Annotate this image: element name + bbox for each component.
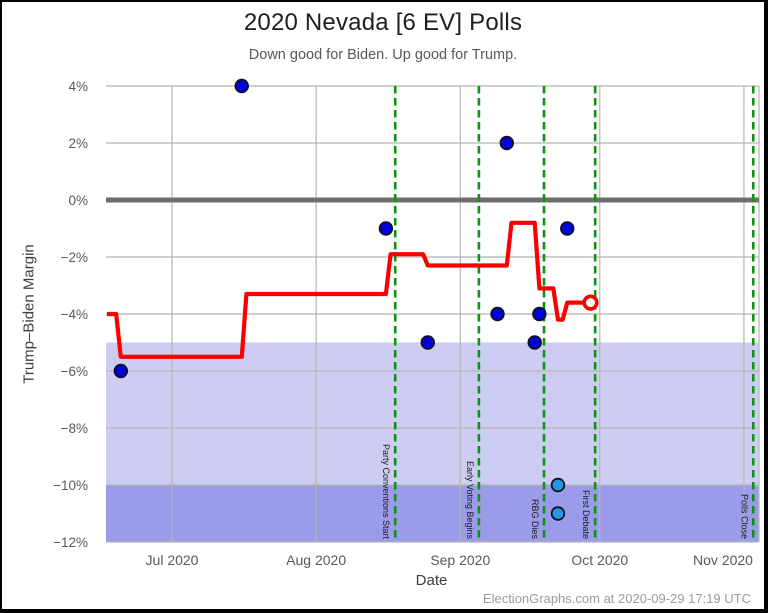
chart-subtitle: Down good for Biden. Up good for Trump. <box>248 47 518 63</box>
poll-dot <box>527 335 542 350</box>
event-label-first-debate: First Debate <box>581 490 591 539</box>
y-tick-label: 2% <box>68 136 88 151</box>
x-tick-label: Oct 2020 <box>571 552 628 568</box>
event-label-rbg-dies: RBG Dies <box>530 499 540 540</box>
poll-dot <box>234 78 249 94</box>
poll-dot <box>532 306 547 322</box>
margin-band <box>106 485 759 542</box>
event-label-polls-close: Polls Close <box>739 494 749 539</box>
y-tick-label: −12% <box>53 535 88 550</box>
y-tick-label: −6% <box>61 364 88 379</box>
poll-dot <box>113 363 129 379</box>
y-tick-label: −2% <box>61 250 88 265</box>
x-tick-label: Sep 2020 <box>430 552 490 568</box>
y-tick-label: −10% <box>53 478 88 493</box>
poll-dot <box>420 335 435 350</box>
y-tick-label: 4% <box>68 79 88 94</box>
y-tick-label: 0% <box>68 193 88 208</box>
x-tick-label: Jul 2020 <box>146 552 199 568</box>
x-tick-label: Aug 2020 <box>286 552 346 568</box>
average-end-marker <box>582 294 599 311</box>
y-tick-label: −8% <box>61 421 88 436</box>
chart-title: 2020 Nevada [6 EV] Polls <box>243 9 523 36</box>
average-line <box>106 220 591 359</box>
poll-dot <box>499 135 515 151</box>
poll-dot <box>560 221 575 236</box>
event-label-early-voting-begins: Early Voting Begins <box>465 461 475 540</box>
attribution-footer: ElectionGraphs.com at 2020-09-29 17:19 U… <box>482 591 751 606</box>
poll-dot <box>550 506 566 521</box>
margin-band <box>106 342 759 485</box>
poll-dot <box>550 477 566 493</box>
poll-dot <box>490 306 505 322</box>
poll-dot <box>378 221 394 236</box>
y-tick-label: −4% <box>61 307 88 322</box>
event-label-party-conventions-start: Party Conventions Start <box>381 444 391 540</box>
x-axis-title: Date <box>415 572 448 589</box>
x-tick-label: Nov 2020 <box>693 552 753 568</box>
